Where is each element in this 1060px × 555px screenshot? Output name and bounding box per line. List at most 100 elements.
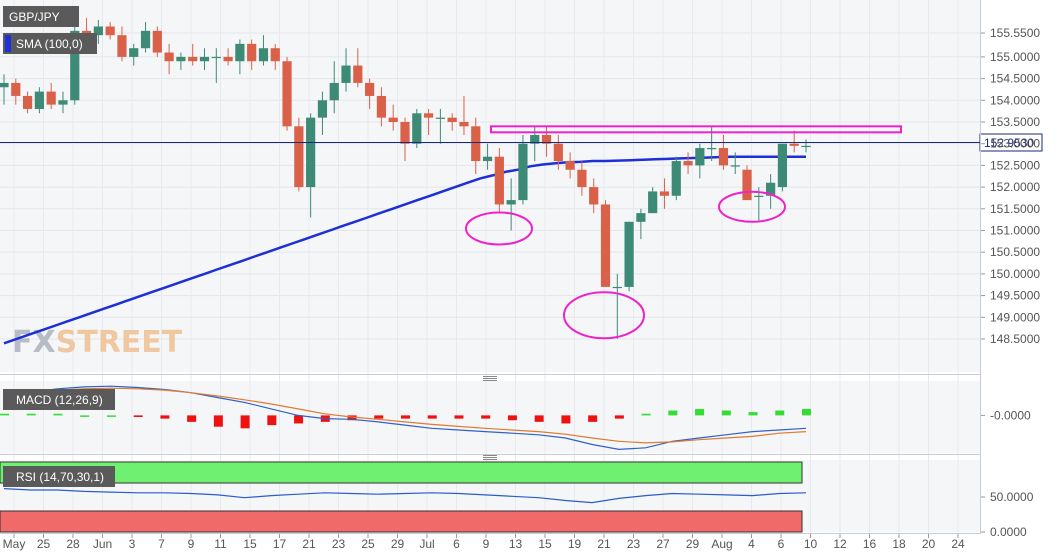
candle-body: [565, 161, 575, 170]
candle-body: [282, 61, 292, 127]
price-panel-bg: [0, 0, 980, 372]
date-tick-label: 21: [597, 537, 611, 551]
macd-histogram-bar: [187, 415, 197, 422]
macd-histogram-bar: [668, 410, 678, 416]
candle-body: [152, 30, 162, 53]
price-tick-label: 152.5000: [990, 158, 1040, 172]
date-tick-label: 20: [922, 537, 936, 551]
price-tick-label: 154.0000: [990, 93, 1040, 107]
date-tick-label: 25: [361, 537, 375, 551]
date-tick-label: 9: [483, 537, 490, 551]
candle-body: [600, 204, 611, 287]
date-tick-label: 15: [538, 537, 552, 551]
macd-histogram-bar: [454, 415, 464, 419]
candle-body: [22, 95, 33, 109]
date-tick-label: 7: [158, 537, 165, 551]
date-tick-label: 23: [627, 537, 641, 551]
candle-body: [777, 143, 788, 188]
rsi-label-bg[interactable]: [3, 466, 115, 487]
price-tick-label: 151.5000: [990, 202, 1040, 216]
date-tick-label: 21: [302, 537, 316, 551]
macd-histogram-bar: [133, 415, 143, 417]
resistance-zone-box: [490, 125, 902, 134]
candle-body: [766, 182, 776, 196]
date-tick-label: 3: [129, 537, 136, 551]
candle-body: [541, 135, 552, 144]
candle-body: [34, 91, 44, 109]
macd-label: MACD (12,26,9): [16, 393, 103, 407]
macd-histogram-bar: [106, 415, 116, 417]
candle-body: [235, 43, 245, 62]
candle-body: [188, 56, 198, 62]
candle-body: [412, 113, 422, 144]
candle-body: [459, 121, 469, 127]
resize-handle-2[interactable]: [483, 455, 497, 460]
candle-body: [683, 161, 693, 166]
candle-body: [353, 65, 363, 83]
macd-tick-label: -0.0000: [990, 408, 1031, 422]
price-tick-label: 155.5500: [990, 26, 1040, 40]
macd-label-bg[interactable]: [3, 389, 115, 410]
macd-histogram-bar: [481, 415, 491, 419]
macd-histogram-bar: [721, 410, 731, 416]
candle-body: [506, 200, 516, 205]
candle-body: [695, 148, 705, 166]
candle-body: [400, 121, 410, 144]
date-tick-label: May: [3, 537, 26, 551]
macd-histogram-bar: [695, 408, 705, 416]
candle-body: [577, 169, 587, 188]
candle-body: [435, 117, 445, 119]
date-tick-label: Jun: [93, 537, 112, 551]
date-tick-label: 12: [833, 537, 847, 551]
watermark-logo: FXSTREET: [12, 325, 183, 360]
date-tick-label: 18: [892, 537, 906, 551]
sma-label-bg[interactable]: [3, 33, 97, 54]
candle-body: [423, 113, 434, 118]
date-axis: May 25 28 Jun 3 7 9 11 15 17 21 23 25 29 Jul 6 9 13 15 19 21…: [3, 534, 965, 551]
rsi-tick-label: 0.0000: [990, 525, 1027, 539]
macd-histogram-bar: [427, 415, 437, 419]
candle-body: [518, 143, 528, 201]
date-tick-label: 9: [188, 537, 195, 551]
macd-histogram-bar: [641, 413, 651, 416]
price-tick-label: 150.5000: [990, 245, 1040, 259]
macd-histogram-bar: [401, 415, 410, 419]
macd-histogram-bar: [507, 415, 517, 421]
candle-body: [294, 126, 304, 188]
date-tick-label: 4: [748, 537, 755, 551]
annotations-group: [465, 125, 902, 340]
symbol-label-bg[interactable]: [3, 6, 79, 27]
price-tick-label: 152.0000: [990, 180, 1040, 194]
candle-body: [0, 82, 9, 88]
support-low-circle: [563, 291, 645, 340]
price-tick-label: 149.5000: [990, 289, 1040, 303]
candle-body: [93, 26, 103, 36]
candle-body: [718, 148, 729, 166]
candle-body: [199, 56, 210, 62]
candle-body: [365, 82, 375, 96]
candle-body: [58, 100, 68, 105]
date-tick-label: 28: [66, 537, 80, 551]
candle-body: [46, 91, 56, 105]
price-tick-label: 149.0000: [990, 310, 1040, 324]
date-tick-label: 29: [686, 537, 700, 551]
candle-body: [376, 95, 387, 118]
price-axis: 155.5500 155.0000 154.5000 154.0000 153.5000…: [980, 26, 1040, 346]
price-tick-label: 151.0000: [990, 223, 1040, 237]
candle-body: [223, 56, 233, 62]
resize-handle-1[interactable]: [483, 376, 497, 381]
candle-body: [742, 169, 752, 201]
candle-body: [801, 145, 811, 148]
candle-body: [117, 35, 127, 57]
candle-body: [730, 165, 740, 167]
macd-histogram-bar: [561, 415, 571, 424]
candle-body: [258, 48, 269, 62]
date-tick-label: 29: [391, 537, 405, 551]
symbol-label: GBP/JPY: [9, 10, 60, 24]
candle-body: [482, 156, 493, 162]
candle-body: [553, 143, 563, 162]
date-tick-label: 6: [453, 537, 460, 551]
date-tick-label: 27: [656, 537, 670, 551]
rsi-line: [3, 488, 807, 504]
